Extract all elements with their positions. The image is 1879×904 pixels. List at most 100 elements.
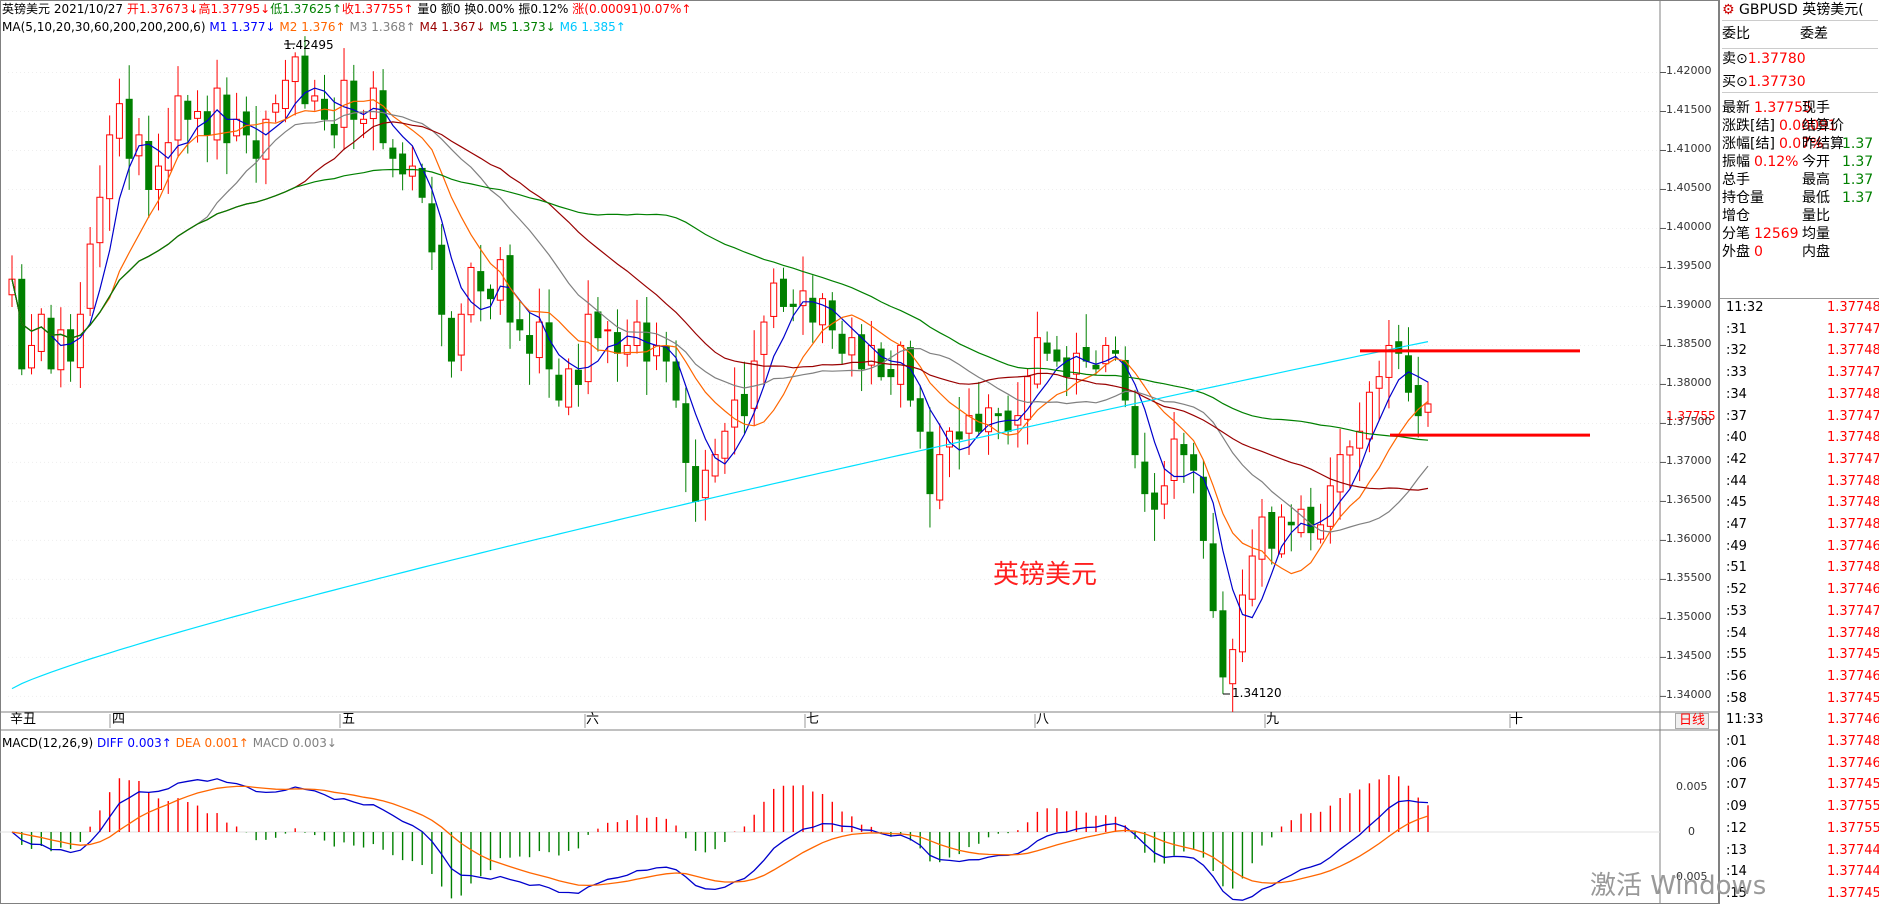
tick-price: 1.37748	[1827, 495, 1879, 511]
stat-label: 涨跌[结]	[1722, 118, 1775, 134]
candle	[1268, 511, 1276, 549]
candle	[1043, 342, 1051, 354]
ohlc-header: 英镑美元 2021/10/27 开1.37673↓高1.37795↓低1.376…	[2, 2, 691, 16]
candle	[194, 110, 202, 119]
candle	[526, 335, 534, 354]
tick-price: 1.37745	[1827, 885, 1879, 901]
candle	[1170, 438, 1178, 481]
candle	[37, 313, 45, 352]
macd-params-label: MACD(12,26,9)	[2, 736, 94, 750]
stat-label: 总手	[1722, 172, 1750, 188]
price-tick-label: 1.36000	[1666, 532, 1712, 546]
price-tick-label: 1.38000	[1666, 376, 1712, 390]
buy-row[interactable]: 买⊙1.37730	[1722, 72, 1878, 93]
candle	[623, 344, 631, 355]
sell-row[interactable]: 卖⊙1.37780	[1722, 48, 1878, 69]
candle	[1063, 357, 1071, 378]
candle	[467, 266, 475, 316]
candle	[1209, 543, 1217, 612]
stat-value: 0.12%	[1754, 154, 1799, 170]
candle	[916, 398, 924, 432]
dayline-button[interactable]: 日线	[1675, 713, 1710, 729]
stat-label: 增仓	[1722, 208, 1750, 224]
candle	[1082, 346, 1090, 362]
candle	[1229, 649, 1237, 685]
candle	[789, 303, 797, 307]
candle	[1365, 391, 1373, 440]
stat-value: 0.00091	[1778, 118, 1837, 134]
macd-tick-neg: -0.005	[1672, 870, 1708, 883]
tick-time: :56	[1726, 668, 1747, 684]
dea-line	[11, 785, 1429, 887]
tick-time: :12	[1726, 820, 1747, 836]
quote-stat-row: 涨跌[结] 0.00091 结算价	[1722, 116, 1878, 136]
candle	[438, 244, 446, 315]
stat-label-right: 均量	[1802, 226, 1830, 242]
candle	[281, 79, 289, 110]
tick-time: :51	[1726, 560, 1747, 576]
candle	[360, 118, 368, 124]
tick-price: 1.37755	[1827, 820, 1879, 836]
candle	[565, 368, 573, 408]
tick-time: :09	[1726, 799, 1747, 815]
month-label-xinchou: 辛丑	[10, 712, 37, 727]
candle	[301, 55, 309, 105]
volume-label: 量0	[417, 2, 438, 16]
ma1-line	[11, 87, 1429, 619]
candle	[125, 98, 133, 159]
tick-price: 1.37747	[1827, 365, 1879, 381]
candle	[496, 259, 504, 301]
candle	[184, 100, 192, 120]
stat-label-right: 最高	[1802, 172, 1830, 188]
candle	[8, 278, 16, 296]
price-tick-label: 1.40500	[1666, 181, 1712, 195]
candle	[67, 329, 75, 362]
candle	[96, 196, 104, 244]
candle	[1219, 610, 1227, 678]
candle	[1248, 555, 1256, 600]
candle	[1356, 430, 1364, 449]
price-tick-label: 1.35000	[1666, 610, 1712, 624]
candle	[692, 466, 700, 502]
tick-time: 11:32	[1726, 300, 1764, 315]
buy-label: 买⊙	[1722, 74, 1748, 90]
month-label-6: 六	[586, 712, 600, 727]
candle	[672, 361, 680, 401]
candle	[106, 134, 114, 200]
tick-time: :49	[1726, 538, 1747, 554]
month-label-7: 七	[806, 712, 820, 727]
candle	[1385, 344, 1393, 378]
candle	[408, 165, 416, 177]
quote-stat-row: 总手 最高 1.37	[1722, 170, 1878, 190]
diff-legend: DIFF 0.003↑	[96, 736, 172, 750]
candle	[799, 290, 807, 307]
ma-legend: MA(5,10,20,30,60,200,200,200,6) M1 1.377…	[2, 20, 626, 34]
ma1-legend: M1 1.377↓	[209, 20, 276, 34]
candle	[819, 298, 827, 326]
candlestick-chart[interactable]	[0, 0, 1719, 904]
weibi-label: 委比	[1722, 26, 1750, 42]
candle	[203, 111, 211, 136]
gear-icon[interactable]: ⚙	[1722, 2, 1735, 18]
weicha-label: 委差	[1800, 26, 1828, 42]
candle	[1121, 359, 1129, 401]
chart-title: 英镑美元	[993, 560, 1098, 590]
stat-label-right: 昨结算	[1802, 136, 1844, 152]
tick-time: :45	[1726, 495, 1747, 511]
dea-legend: DEA 0.001↑	[175, 736, 249, 750]
candle	[682, 403, 690, 463]
candle	[662, 345, 670, 362]
amplitude-label: 振0.12%	[518, 2, 569, 16]
price-tick-label: 1.42000	[1666, 64, 1712, 78]
candle	[1053, 349, 1061, 362]
candle	[1287, 521, 1295, 526]
candle	[350, 80, 358, 120]
candle	[115, 103, 123, 139]
tick-price: 1.37746	[1827, 582, 1879, 598]
candle	[1424, 403, 1432, 413]
stat-label-right: 结算价	[1802, 118, 1844, 134]
tick-price: 1.37745	[1827, 690, 1879, 706]
sell-price: 1.37780	[1747, 51, 1806, 67]
candle	[291, 56, 299, 83]
candle	[828, 300, 836, 331]
